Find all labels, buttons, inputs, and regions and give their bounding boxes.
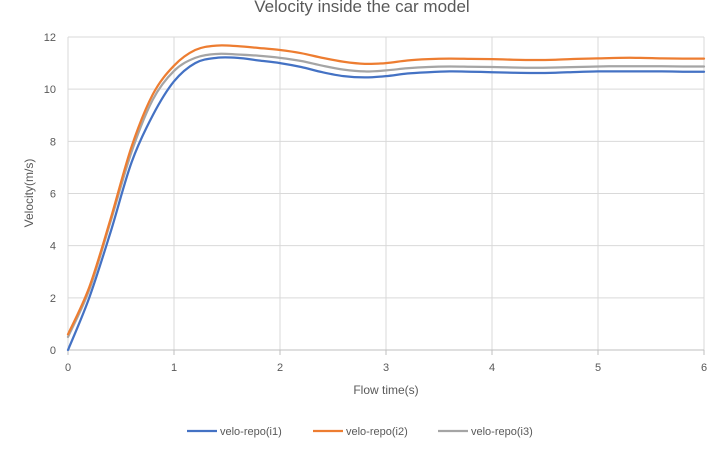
series-line-velo-repo(i2) (66, 44, 706, 336)
y-tick-label: 10 (44, 84, 56, 96)
chart-title: Velocity inside the car model (254, 0, 469, 16)
series-line-velo-repo(i3) (66, 52, 706, 339)
legend-label: velo-repo(i1) (220, 426, 282, 438)
x-tick-label: 3 (383, 362, 389, 374)
axis-layer (67, 37, 705, 355)
y-tick-label: 0 (50, 345, 56, 357)
x-tick-label: 6 (701, 362, 707, 374)
series-line-velo-repo(i1) (66, 56, 706, 352)
legend-label: velo-repo(i2) (346, 426, 408, 438)
x-axis-label: Flow time(s) (353, 383, 418, 397)
y-tick-label: 4 (50, 241, 56, 253)
y-tick-label: 12 (44, 32, 56, 44)
y-tick-label: 8 (50, 136, 56, 148)
x-tick-label: 0 (65, 362, 71, 374)
legend: velo-repo(i1) velo-repo(i2) velo-repo(i3) (187, 426, 533, 438)
y-axis-label: Velocity(m/s) (22, 159, 36, 228)
legend-item-velo-repo(i2): velo-repo(i2) (313, 426, 408, 438)
series-layer (66, 44, 706, 352)
x-tick-label: 4 (489, 362, 495, 374)
y-tick-label: 2 (50, 293, 56, 305)
legend-item-velo-repo(i3): velo-repo(i3) (438, 426, 533, 438)
legend-item-velo-repo(i1): velo-repo(i1) (187, 426, 282, 438)
x-tick-label: 5 (595, 362, 601, 374)
x-tick-label: 2 (277, 362, 283, 374)
legend-label: velo-repo(i3) (471, 426, 533, 438)
y-tick-label: 6 (50, 189, 56, 201)
grid-layer (68, 36, 705, 350)
x-tick-label: 1 (171, 362, 177, 374)
